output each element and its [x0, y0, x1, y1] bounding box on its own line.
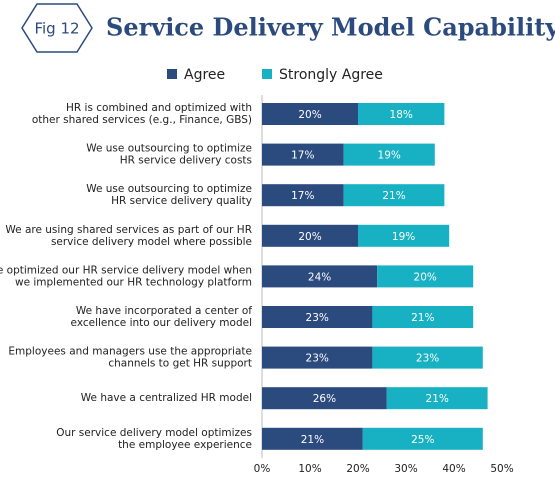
x-tick-label: 30% [394, 463, 417, 475]
value-label: 23% [416, 353, 439, 365]
value-label: 21% [301, 434, 324, 446]
value-label: 20% [298, 231, 321, 243]
category-label: We optimized our HR service delivery mod… [0, 264, 252, 276]
badge: Fig 12 [34, 20, 79, 38]
bar-segment [262, 306, 373, 328]
value-label: 24% [308, 271, 331, 283]
bar-segment [262, 346, 373, 369]
x-tick-label: 20% [346, 463, 369, 475]
chart-title: Service Delivery Model Capability [106, 13, 555, 42]
bar-segment [262, 103, 358, 125]
bar-segment [358, 103, 445, 125]
badge-hexagon [21, 3, 93, 53]
category-label: We are using shared services as part of … [5, 224, 252, 236]
category-label: HR is combined and optimized with [66, 102, 252, 114]
value-label: 23% [306, 312, 329, 324]
value-label: 19% [392, 231, 415, 243]
bar-segment [262, 387, 387, 410]
x-tick-label: 0% [254, 463, 271, 475]
category-label: excellence into our delivery model [71, 317, 252, 329]
value-label: 25% [411, 434, 434, 446]
value-label: 21% [382, 190, 405, 202]
value-label: 21% [411, 312, 434, 324]
bar-segment [358, 224, 450, 247]
value-label: 20% [414, 271, 437, 283]
category-label: Employees and managers use the appropria… [8, 346, 252, 358]
x-tick-label: 10% [298, 463, 321, 475]
bar-segment [262, 427, 363, 450]
value-label: 17% [291, 190, 314, 202]
value-label: 19% [378, 150, 401, 162]
category-label: HR service delivery costs [120, 155, 252, 167]
category-label: HR service delivery quality [111, 195, 252, 207]
value-label: 20% [298, 109, 321, 121]
category-label: Our service delivery model optimizes [56, 427, 252, 439]
bar-segment [362, 427, 483, 450]
category-label: channels to get HR support [108, 358, 252, 370]
category-label: We use outsourcing to optimize [86, 183, 252, 195]
category-label: We use outsourcing to optimize [86, 143, 252, 155]
bar-segment [262, 143, 344, 166]
x-tick-label: 50% [490, 463, 513, 475]
category-label: We have incorporated a center of [76, 305, 252, 317]
bar-segment [386, 387, 488, 410]
value-label: 21% [426, 393, 449, 405]
bar-segment [343, 184, 445, 207]
value-label: 18% [390, 109, 413, 121]
x-tick-label: 40% [442, 463, 465, 475]
bar-segment [262, 184, 344, 207]
value-label: 26% [313, 393, 336, 405]
bar-segment [372, 346, 483, 369]
category-label: service delivery model where possible [51, 236, 252, 248]
category-label: other shared services (e.g., Finance, GB… [32, 114, 252, 126]
category-label: we implemented our HR technology platfor… [15, 276, 252, 288]
legend-label: Agree [184, 67, 225, 83]
legend-swatch [262, 69, 272, 79]
bar-segment [377, 265, 474, 288]
bar-segment [262, 265, 378, 288]
legend-swatch [167, 69, 177, 79]
value-label: 17% [291, 150, 314, 162]
category-label: We have a centralized HR model [81, 392, 252, 404]
legend-label: Strongly Agree [279, 67, 383, 83]
bar-segment [262, 224, 358, 247]
bar-segment [343, 143, 435, 166]
category-label: the employee experience [118, 439, 252, 451]
value-label: 23% [306, 353, 329, 365]
bar-segment [372, 306, 474, 328]
